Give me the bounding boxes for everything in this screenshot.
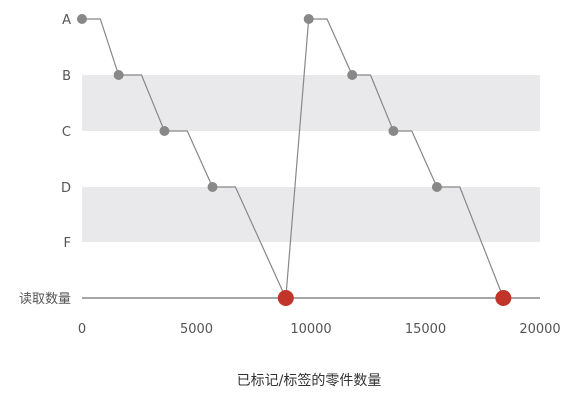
data-point [77,14,87,24]
x-tick-label: 15000 [405,322,446,337]
x-tick-label: 20000 [519,322,560,337]
x-tick-label: 0 [78,322,86,337]
y-tick-label: B [62,69,71,84]
read-point [277,290,294,306]
x-tick-label: 5000 [180,322,213,337]
y-tick-label: C [62,125,71,140]
y-tick-label: A [62,13,71,28]
series-group [77,14,512,306]
x-tick-label: 10000 [290,322,331,337]
y-tick-label: F [64,236,71,251]
data-point [431,182,442,192]
data-point [303,14,314,24]
band-B [82,75,540,131]
y-tick-label: D [61,181,71,196]
data-point [159,126,170,136]
series-line [82,18,504,301]
data-point [388,126,399,136]
band-D [82,187,540,242]
y-tick-labels: 读取数量 F D C B A [19,13,71,307]
read-point [495,290,512,306]
x-axis-label: 已标记/标签的零件数量 [237,372,382,389]
data-point [347,70,358,80]
data-point [207,182,218,192]
data-point [113,70,124,80]
x-tick-labels: 0 5000 10000 15000 20000 [78,322,561,337]
y-tick-label: 读取数量 [19,292,71,307]
